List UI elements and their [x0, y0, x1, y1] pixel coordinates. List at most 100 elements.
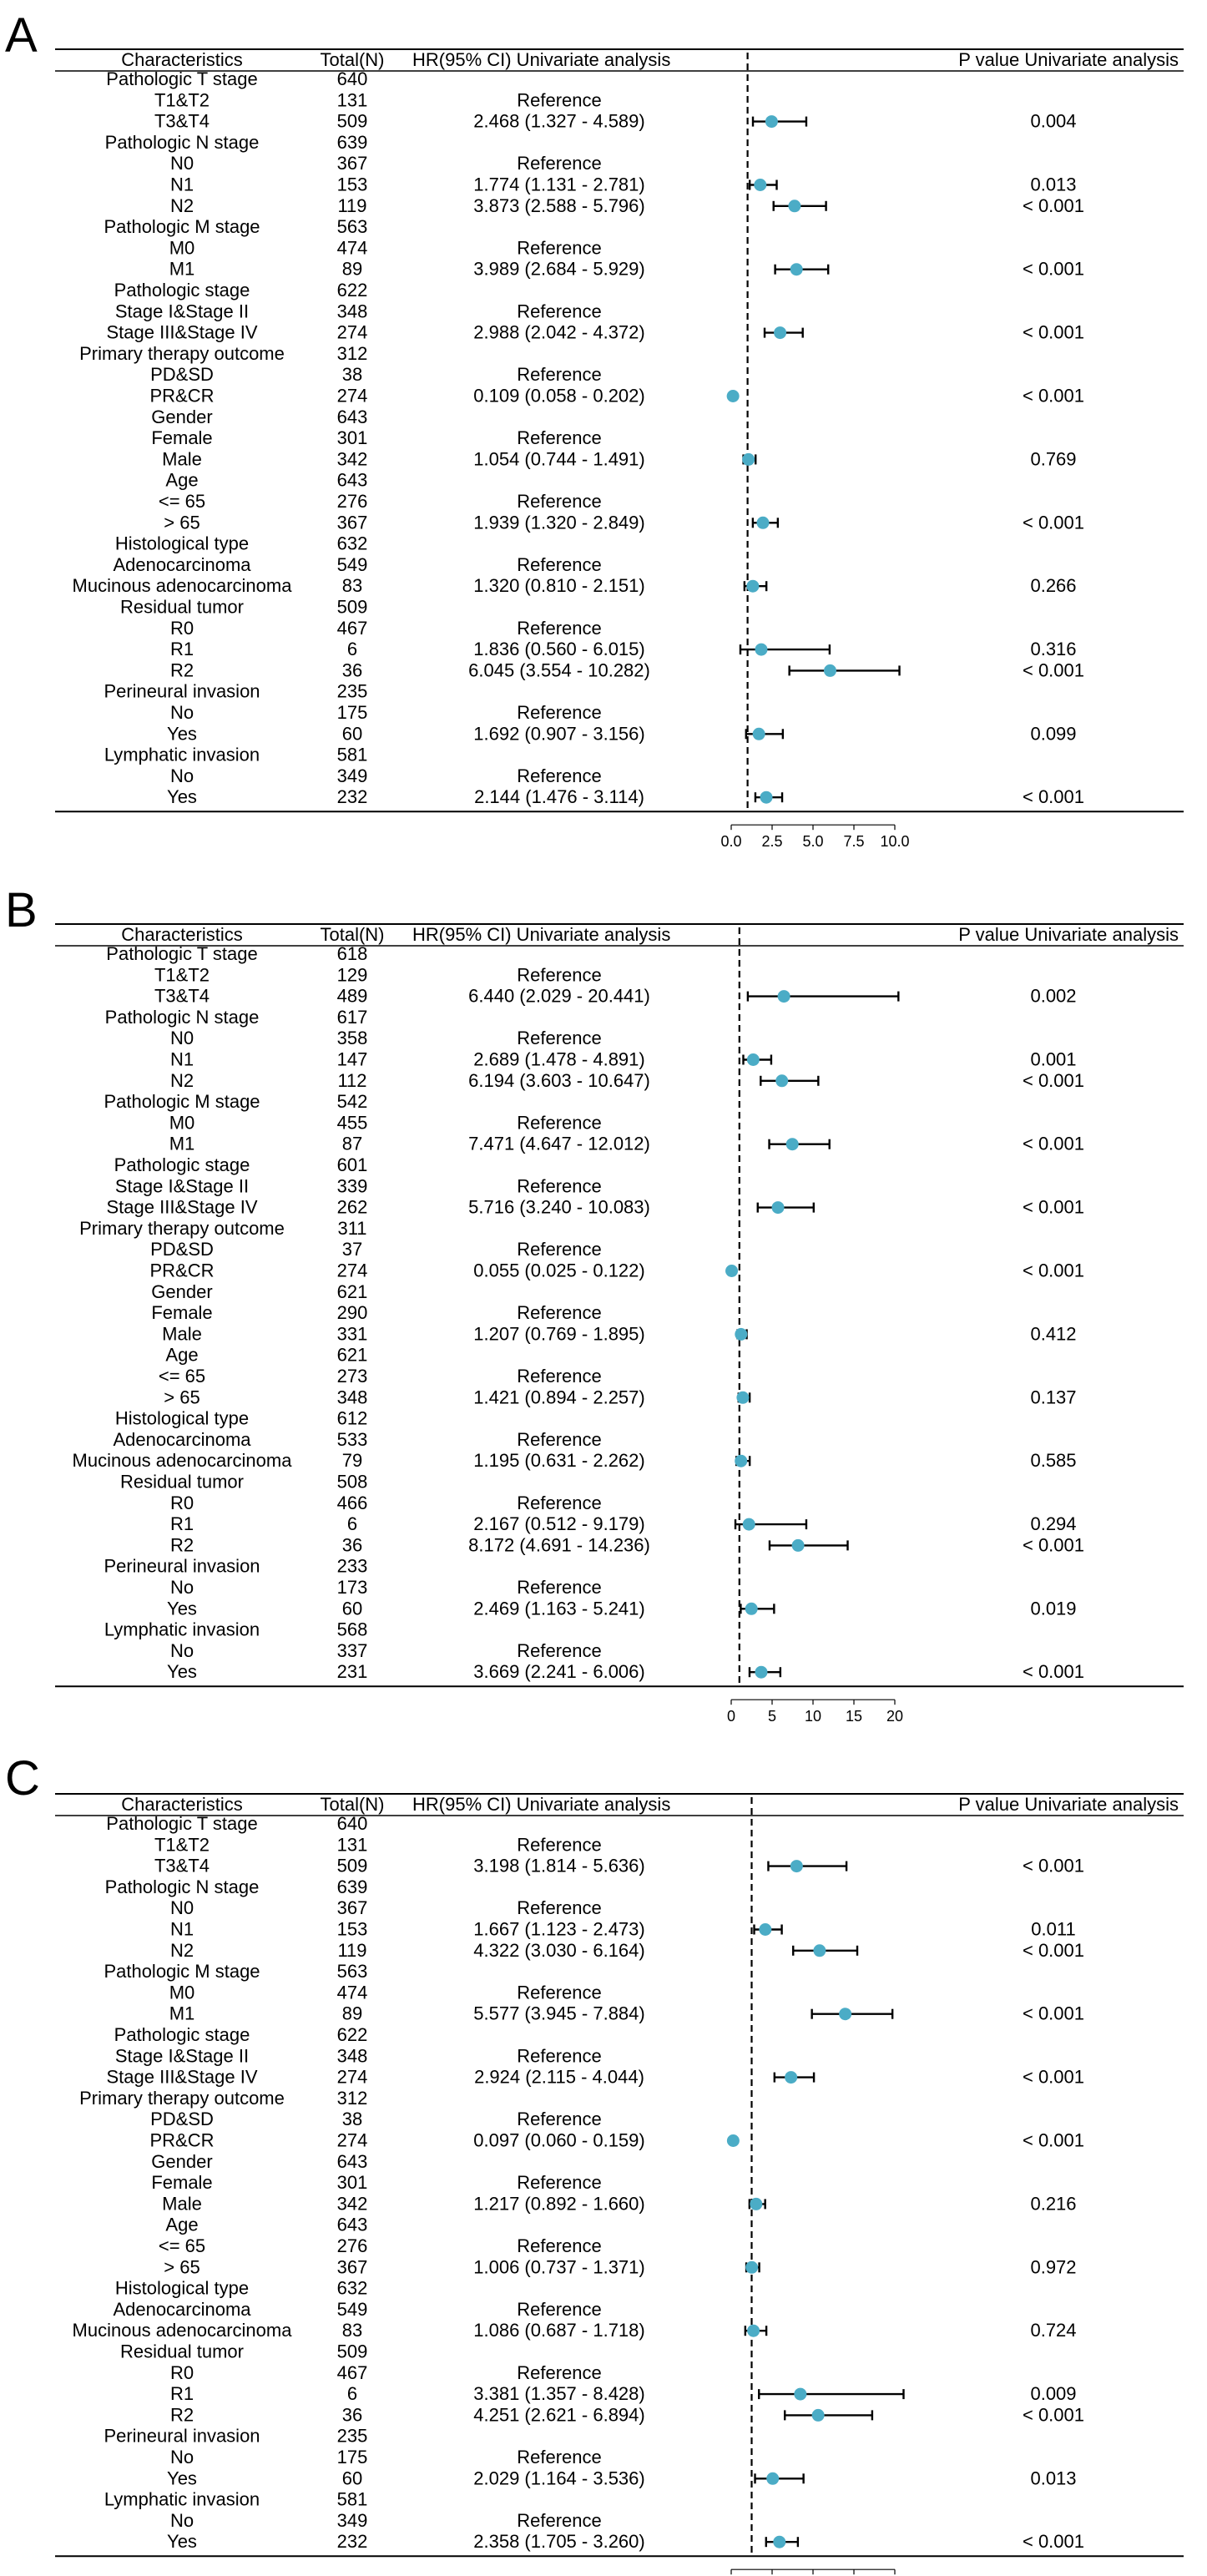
hr-point — [754, 179, 767, 191]
row-hr-ci: 2.469 (1.163 - 5.241) — [473, 1598, 644, 1619]
row-pvalue: 0.266 — [1030, 575, 1076, 596]
forest-point-group — [751, 115, 808, 129]
table-row: Pathologic M stage 563 — [104, 216, 367, 237]
row-total: 640 — [337, 1813, 368, 1834]
row-label: T3&T4 — [154, 986, 210, 1007]
row-pvalue: 0.013 — [1030, 2467, 1076, 2488]
table-row: Pathologic N stage 617 — [105, 1007, 368, 1028]
row-label: Gender — [151, 2151, 212, 2172]
table-row: Stage I&Stage II 339 Reference — [115, 1175, 602, 1196]
row-pvalue: < 0.001 — [1023, 1940, 1084, 1961]
row-pvalue: < 0.001 — [1023, 1856, 1084, 1876]
forest-point-group — [788, 664, 901, 677]
table-row: M1 89 3.989 (2.684 - 5.929) < 0.001 — [169, 259, 1084, 280]
hr-point — [771, 1201, 785, 1215]
row-total: 79 — [342, 1450, 362, 1471]
hr-point — [725, 1265, 739, 1277]
row-total: 337 — [337, 1640, 368, 1661]
row-label: Female — [151, 1302, 212, 1323]
table-row: Adenocarcinoma 533 Reference — [113, 1429, 601, 1450]
row-hr-ci: 0.097 (0.060 - 0.159) — [473, 2130, 644, 2151]
row-total: 367 — [337, 1897, 368, 1918]
table-row: R1 6 2.167 (0.512 - 9.179) 0.294 — [170, 1513, 1077, 1534]
hr-point — [745, 1602, 758, 1615]
table-row: N0 367 Reference — [170, 153, 602, 174]
forest-point-group — [748, 2197, 766, 2210]
row-pvalue: < 0.001 — [1023, 322, 1084, 343]
forest-point-group — [742, 452, 757, 466]
header-characteristics: Characteristics — [121, 49, 242, 70]
forest-point-group — [735, 1454, 751, 1467]
forest-point-group — [773, 2071, 816, 2084]
table-row: Histological type 632 — [115, 533, 367, 554]
row-hr-ci: 1.836 (0.560 - 6.015) — [473, 639, 644, 659]
forest-point-group — [774, 263, 830, 276]
table-row: PD&SD 38 Reference — [150, 2109, 602, 2129]
row-label: M0 — [169, 237, 195, 258]
table-row: Pathologic N stage 639 — [105, 1876, 368, 1897]
row-total: 153 — [337, 174, 368, 195]
row-total: 153 — [337, 1919, 368, 1940]
forest-point-group — [751, 516, 780, 529]
row-hr-ci: Reference — [517, 1112, 602, 1133]
row-total: 474 — [337, 1982, 368, 2003]
row-label: Mucinous adenocarcinoma — [73, 575, 293, 596]
row-total: 467 — [337, 618, 368, 639]
row-label: Male — [162, 1323, 202, 1344]
row-label: Primary therapy outcome — [79, 1218, 285, 1239]
forest-point-group — [744, 2324, 768, 2337]
row-hr-ci: Reference — [517, 2447, 602, 2467]
row-total: 131 — [337, 1834, 368, 1855]
forest-point-group — [756, 1201, 816, 1215]
row-label: Male — [162, 448, 202, 469]
row-pvalue: < 0.001 — [1023, 659, 1084, 680]
row-label: <= 65 — [159, 491, 205, 512]
row-total: 549 — [337, 2299, 368, 2320]
forest-point-group — [726, 2134, 740, 2147]
forest-point-group — [754, 790, 784, 804]
row-label: > 65 — [164, 2256, 199, 2277]
hr-point — [759, 1923, 772, 1936]
row-label: Yes — [167, 1661, 197, 1682]
table-row: T1&T2 131 Reference — [154, 89, 602, 110]
row-pvalue: 0.724 — [1030, 2320, 1076, 2341]
table-row: Primary therapy outcome 311 — [79, 1218, 366, 1239]
row-pvalue: 0.972 — [1030, 2256, 1076, 2277]
row-label: N2 — [170, 1070, 194, 1091]
row-total: 342 — [337, 2193, 368, 2214]
row-pvalue: < 0.001 — [1023, 195, 1084, 216]
table-row: Perineural invasion 235 — [104, 681, 367, 702]
row-total: 643 — [337, 470, 368, 491]
table-row: Yes 60 2.029 (1.164 - 3.536) 0.013 — [167, 2467, 1076, 2488]
hr-point — [736, 1391, 750, 1404]
row-total: 581 — [337, 745, 368, 765]
row-total: 581 — [337, 2489, 368, 2510]
row-total: 36 — [342, 1534, 362, 1555]
table-row: R0 466 Reference — [170, 1493, 602, 1513]
row-total: 509 — [337, 597, 368, 618]
row-total: 38 — [342, 2109, 362, 2129]
table-row: Gender 621 — [151, 1281, 367, 1302]
row-hr-ci: Reference — [517, 1366, 602, 1386]
row-pvalue: < 0.001 — [1023, 512, 1084, 533]
row-total: 274 — [337, 322, 368, 343]
row-pvalue: 0.013 — [1030, 174, 1076, 195]
table-row: Stage I&Stage II 348 Reference — [115, 301, 602, 321]
row-label: R1 — [170, 2383, 194, 2404]
row-hr-ci: Reference — [517, 702, 602, 723]
row-total: 617 — [337, 1007, 368, 1028]
table-row: N2 112 6.194 (3.603 - 10.647) < 0.001 — [170, 1070, 1084, 1091]
forest-point-group — [745, 727, 785, 740]
hr-point — [752, 727, 765, 740]
row-label: Pathologic M stage — [104, 1961, 260, 1982]
hr-point — [746, 1053, 760, 1066]
row-label: T1&T2 — [154, 964, 210, 985]
row-total: 175 — [337, 2447, 368, 2467]
hr-point — [811, 2408, 825, 2422]
table-row: Pathologic T stage 640 — [106, 1813, 367, 1834]
row-hr-ci: Reference — [517, 2510, 602, 2531]
row-hr-ci: Reference — [517, 491, 602, 512]
table-row: Perineural invasion 235 — [104, 2426, 367, 2447]
row-hr-ci: 6.440 (2.029 - 20.441) — [468, 986, 650, 1007]
row-total: 235 — [337, 681, 368, 702]
